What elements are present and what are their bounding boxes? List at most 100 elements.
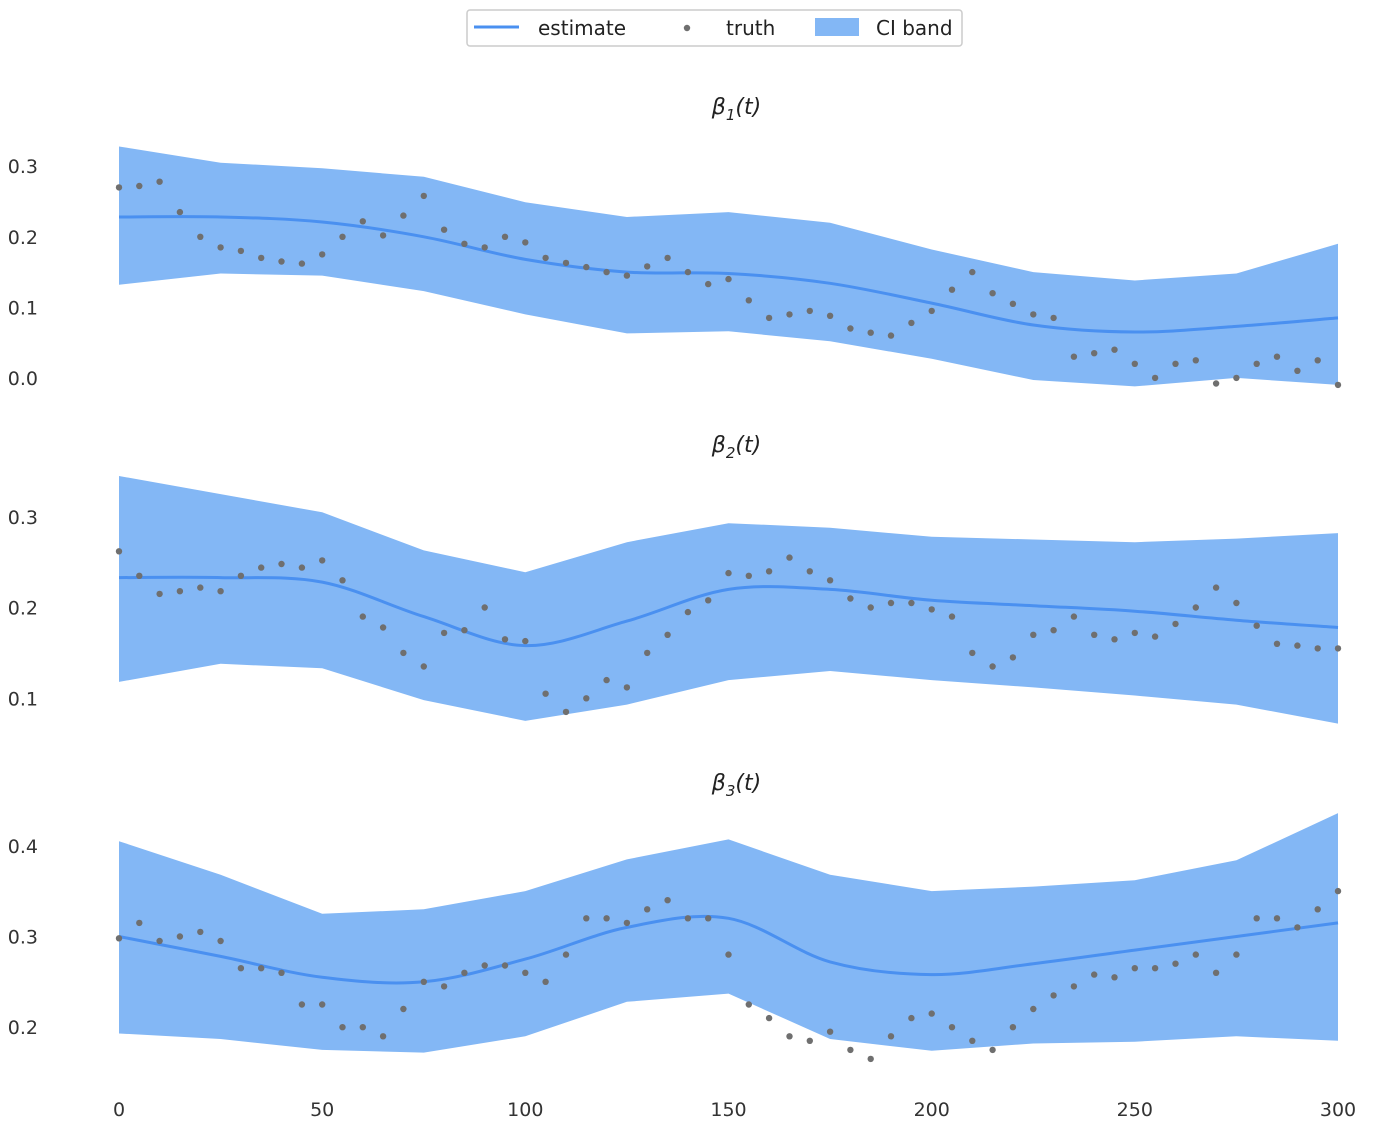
truth-point bbox=[339, 233, 346, 240]
y-tick-label: 0.2 bbox=[8, 598, 38, 620]
truth-point bbox=[156, 590, 163, 598]
truth-point bbox=[806, 307, 813, 315]
y-tick-label: 0.3 bbox=[8, 156, 38, 178]
truth-point bbox=[176, 208, 184, 216]
truth-point bbox=[542, 254, 549, 262]
legend: estimate truth CI band bbox=[466, 9, 963, 47]
truth-point bbox=[1192, 951, 1200, 958]
truth-point bbox=[1273, 353, 1281, 360]
estimate-line-3 bbox=[118, 914, 1339, 985]
truth-point bbox=[379, 1033, 387, 1040]
legend-ci-label: CI band bbox=[876, 16, 953, 40]
truth-point bbox=[1070, 353, 1078, 360]
truth-point bbox=[603, 915, 610, 922]
truth-point bbox=[847, 595, 854, 602]
truth-point bbox=[298, 260, 306, 267]
truth-point bbox=[440, 226, 448, 233]
truth-point bbox=[684, 268, 692, 276]
truth-point bbox=[745, 572, 752, 579]
truth-point bbox=[1314, 645, 1321, 652]
truth-point bbox=[197, 584, 204, 591]
truth-point bbox=[623, 272, 631, 279]
legend-estimate-label: estimate bbox=[538, 16, 626, 40]
truth-point bbox=[420, 663, 427, 670]
truth-point bbox=[1294, 642, 1301, 649]
truth-point bbox=[501, 962, 509, 969]
truth-point bbox=[1233, 951, 1240, 958]
truth-point bbox=[542, 978, 549, 985]
truth-point bbox=[115, 935, 123, 942]
estimate-line-2 bbox=[118, 575, 1339, 648]
truth-point bbox=[745, 297, 752, 304]
truth-point bbox=[1314, 906, 1321, 913]
legend-truth-swatch bbox=[683, 24, 691, 32]
truth-point bbox=[1050, 627, 1057, 634]
truth-point bbox=[1294, 924, 1301, 931]
truth-point bbox=[359, 1023, 366, 1031]
truth-point bbox=[278, 969, 285, 976]
truth-point bbox=[1111, 636, 1118, 643]
truth-point bbox=[562, 951, 570, 958]
panel-2: 0.1 0.2 0.3 β2(t) bbox=[8, 433, 1342, 724]
truth-point bbox=[420, 978, 427, 985]
truth-point bbox=[1030, 311, 1037, 318]
truth-point bbox=[400, 1005, 407, 1013]
truth-point bbox=[664, 897, 671, 904]
truth-point bbox=[887, 332, 895, 339]
truth-point bbox=[644, 263, 651, 270]
truth-point bbox=[136, 919, 143, 927]
x-tick-label: 150 bbox=[710, 1099, 746, 1121]
truth-point bbox=[969, 1037, 976, 1045]
truth-point bbox=[684, 915, 692, 922]
panel-3: 0.2 0.3 0.4 β3(t) 0 50 100 150 200 250 300 bbox=[8, 771, 1356, 1121]
truth-point bbox=[379, 624, 387, 631]
truth-point bbox=[1334, 887, 1342, 895]
truth-point bbox=[481, 244, 488, 251]
truth-point bbox=[806, 1037, 813, 1045]
truth-point bbox=[948, 286, 956, 293]
panel-1: 0.0 0.1 0.2 0.3 β1(t) bbox=[8, 95, 1342, 390]
y-tick-label: 0.4 bbox=[8, 836, 38, 858]
truth-point bbox=[1070, 613, 1078, 620]
x-tick-label: 100 bbox=[507, 1099, 543, 1121]
truth-point bbox=[1091, 350, 1098, 357]
x-tick-label: 200 bbox=[914, 1099, 950, 1121]
truth-point bbox=[765, 314, 773, 322]
truth-point bbox=[705, 597, 712, 604]
truth-point bbox=[1212, 584, 1220, 591]
truth-point bbox=[258, 965, 265, 972]
truth-point bbox=[1151, 374, 1159, 382]
truth-point bbox=[542, 690, 549, 697]
truth-point bbox=[197, 233, 204, 240]
truth-point bbox=[908, 319, 915, 327]
truth-point bbox=[765, 568, 773, 575]
truth-point bbox=[623, 684, 631, 691]
truth-point bbox=[319, 1001, 326, 1008]
truth-point bbox=[156, 178, 163, 185]
truth-point bbox=[136, 182, 143, 190]
truth-point bbox=[176, 588, 184, 595]
truth-point bbox=[379, 232, 387, 239]
truth-point bbox=[969, 268, 976, 276]
truth-point bbox=[684, 608, 692, 616]
truth-point bbox=[1111, 974, 1118, 981]
truth-point bbox=[623, 919, 631, 927]
truth-point bbox=[908, 599, 915, 607]
truth-point bbox=[298, 1001, 306, 1008]
truth-point bbox=[644, 906, 651, 913]
truth-point bbox=[278, 560, 285, 568]
truth-point bbox=[826, 1028, 834, 1035]
truth-point bbox=[928, 1010, 935, 1017]
truth-point bbox=[1131, 965, 1139, 972]
truth-point bbox=[1091, 971, 1098, 978]
truth-point bbox=[745, 1001, 752, 1008]
truth-point bbox=[501, 636, 509, 643]
truth-point bbox=[1050, 992, 1057, 999]
panel-title: β2(t) bbox=[711, 433, 761, 462]
y-tick-label: 0.1 bbox=[8, 688, 38, 710]
truth-point bbox=[420, 192, 427, 200]
truth-point bbox=[725, 951, 732, 958]
truth-point bbox=[1233, 599, 1240, 607]
truth-point bbox=[1151, 633, 1159, 640]
